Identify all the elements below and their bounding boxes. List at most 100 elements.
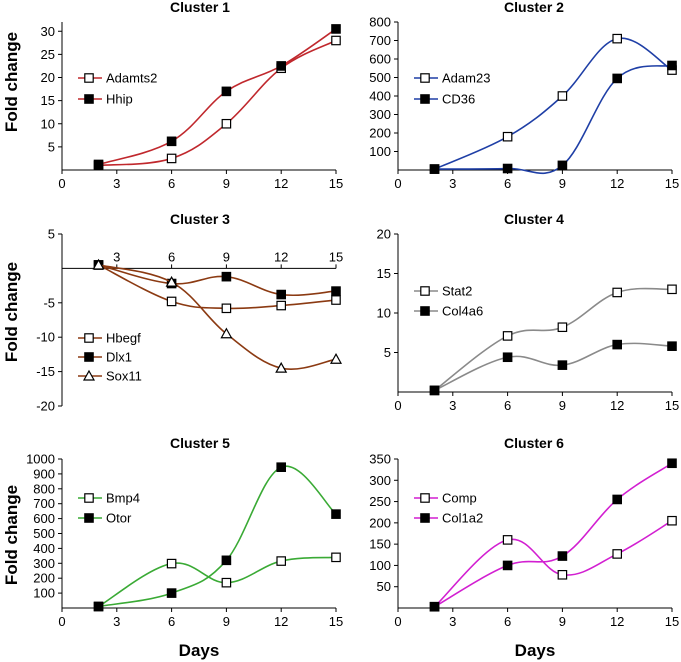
chart-panel-5: Cluster 5 1002003004005006007008009001000… [26,435,343,629]
data-point-sox11 [220,327,233,339]
x-tick-label: 12 [274,176,288,191]
data-point-hhip [331,24,341,34]
x-tick-label: 12 [610,398,624,413]
data-point-sox11 [275,361,288,373]
y-tick-label: 15 [377,266,391,281]
chart-title: Cluster 3 [170,211,230,227]
x-axis-label-left: Days [179,641,220,660]
data-point-otor [93,601,104,612]
legend-marker-bmp4 [84,493,94,503]
y-axis-label-middle: Fold change [2,262,21,362]
y-tick-label: 300 [369,107,391,122]
legend-marker-dlx1 [84,352,94,362]
y-tick-label: 20 [377,227,391,242]
data-point-col4a6 [667,341,677,351]
x-tick-label: 9 [223,176,230,191]
data-point-comp [502,535,513,545]
data-point-comp [557,569,568,580]
legend-marker-stat2 [420,286,430,296]
x-tick-label: 0 [394,176,401,191]
legend-marker-otor [84,513,94,523]
x-tick-label: 15 [665,398,679,413]
series-line-hhip [98,28,337,166]
x-tick-label: 9 [559,176,566,191]
legend-label-stat2: Stat2 [442,284,472,299]
x-tick-label: 3 [449,398,456,413]
legend-marker-comp [420,493,430,503]
chart-title: Cluster 5 [170,435,230,451]
data-point-col4a6 [557,360,568,370]
y-tick-label: 350 [369,452,391,467]
data-point-hhip [93,159,104,170]
data-point-adamts2 [221,118,232,129]
chart-panel-2: Cluster 2 100 200 300 400 500 600 700 800 0 3 6 9 12 1… [369,0,679,191]
data-point-cd36 [612,73,622,84]
data-point-hbegf [221,303,232,314]
chart-panel-3: Cluster 3 5 -5 -10 -15 -20 3 6 9 12 15 Hbegf Dlx1 Sox… [36,211,343,414]
data-point-hbegf [166,296,177,307]
y-tick-label: 800 [33,481,55,496]
series-line-col1a2 [434,462,673,608]
data-point-col1a2 [557,551,568,561]
x-tick-label: 9 [559,398,566,413]
y-tick-label: 300 [33,556,55,571]
legend-label-hhip: Hhip [106,92,133,107]
legend-marker-col1a2 [420,513,430,523]
y-tick-label: 10 [377,306,391,321]
legend-label-bmp4: Bmp4 [106,491,140,506]
y-tick-label: 100 [33,586,55,601]
x-tick-label: 3 [113,249,120,264]
chart-title: Cluster 6 [504,435,564,451]
y-tick-label: 700 [369,33,391,48]
x-tick-label: 6 [168,614,175,629]
series-line-sox11 [98,264,337,370]
series-line-col4a6 [434,342,673,392]
data-point-col1a2 [667,458,677,469]
x-tick-label: 9 [223,249,230,264]
legend-marker-cd36 [420,94,430,104]
data-point-hbegf [331,295,341,305]
y-tick-label: 600 [369,52,391,67]
y-tick-label: 400 [33,541,55,556]
legend-label-dlx1: Dlx1 [106,350,132,365]
data-point-adam23 [502,131,513,142]
series-line-bmp4 [98,556,337,608]
y-axis-label-top: Fold change [2,32,21,132]
x-tick-label: 15 [329,176,343,191]
y-tick-label: 200 [369,515,391,530]
y-tick-label: 20 [41,70,55,85]
series-line-adamts2 [98,39,337,167]
data-point-cd36 [557,160,568,171]
x-tick-label: 9 [559,614,566,629]
x-tick-label: 12 [274,614,288,629]
data-point-adamts2 [331,35,341,46]
y-tick-label: 15 [41,93,55,108]
y-tick-label: 500 [33,526,55,541]
data-point-hhip [276,61,286,71]
legend-marker-adam23 [420,73,430,83]
legend-label-cd36: CD36 [442,92,475,107]
x-tick-label: 6 [504,614,511,629]
y-tick-label: 800 [369,15,391,30]
legend-label-otor: Otor [106,511,132,526]
data-point-bmp4 [166,558,177,569]
y-tick-label: 200 [369,126,391,141]
x-axis-label-right: Days [515,641,556,660]
x-tick-label: 6 [504,176,511,191]
x-tick-label: 0 [58,176,65,191]
y-tick-label: 900 [33,466,55,481]
series-line-comp [433,520,673,608]
legend-label-col4a6: Col4a6 [442,304,483,319]
x-tick-label: 15 [329,249,343,264]
x-tick-label: 3 [113,176,120,191]
data-point-bmp4 [221,577,232,588]
y-tick-label: 1000 [26,452,55,467]
data-point-col1a2 [502,560,513,571]
y-tick-label: 100 [369,144,391,159]
series-line-dlx1 [98,264,337,296]
chart-title: Cluster 1 [170,0,230,15]
data-point-otor [276,462,286,472]
y-tick-label: 5 [384,345,391,360]
data-point-dlx1 [276,289,286,300]
legend-label-comp: Comp [442,491,477,506]
